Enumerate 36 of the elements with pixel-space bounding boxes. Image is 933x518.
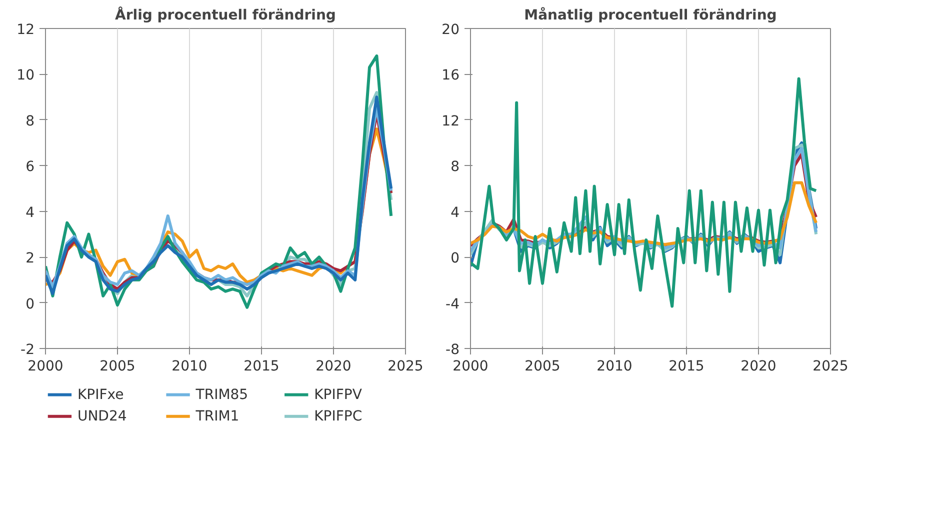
x-tick-label: 2010 bbox=[596, 358, 632, 374]
legend-label: TRIM1 bbox=[194, 408, 240, 424]
y-tick-label: 2 bbox=[26, 250, 35, 267]
x-tick-label: 2000 bbox=[452, 358, 488, 374]
x-tick-label: 2020 bbox=[316, 358, 352, 374]
x-tick-label: 2015 bbox=[244, 358, 280, 374]
y-tick-label: 20 bbox=[442, 22, 460, 38]
y-tick-label: 4 bbox=[26, 204, 35, 221]
y-tick-label: 10 bbox=[16, 68, 35, 84]
legend-label: KPIFPC bbox=[314, 408, 362, 424]
legend-label: KPIFPV bbox=[314, 386, 362, 403]
y-tick-label: 6 bbox=[26, 159, 35, 176]
y-tick-label: -2 bbox=[20, 342, 35, 358]
x-tick-label: 2025 bbox=[388, 358, 424, 374]
y-tick-label: 8 bbox=[26, 113, 35, 130]
y-tick-label: 12 bbox=[16, 22, 35, 38]
x-tick-label: 2000 bbox=[28, 358, 64, 374]
y-tick-label: -8 bbox=[446, 342, 460, 358]
chart-title: Årlig procentuell förändring bbox=[115, 6, 336, 24]
y-tick-label: 8 bbox=[450, 159, 460, 176]
y-tick-label: 0 bbox=[26, 296, 35, 312]
legend-label: KPIFxe bbox=[77, 386, 124, 403]
y-tick-label: -4 bbox=[446, 296, 460, 312]
x-tick-label: 2015 bbox=[668, 358, 704, 374]
y-tick-label: 12 bbox=[442, 113, 460, 130]
x-tick-label: 2010 bbox=[172, 358, 208, 374]
x-tick-label: 2025 bbox=[812, 358, 848, 374]
x-tick-label: 2005 bbox=[100, 358, 136, 374]
chart-title: Månatlig procentuell förändring bbox=[524, 6, 777, 24]
x-tick-label: 2005 bbox=[524, 358, 560, 374]
legend-label: UND24 bbox=[77, 408, 127, 424]
y-tick-label: 0 bbox=[450, 250, 460, 267]
y-tick-label: 16 bbox=[442, 68, 460, 84]
y-tick-label: 4 bbox=[450, 204, 460, 221]
x-tick-label: 2020 bbox=[740, 358, 776, 374]
legend-label: TRIM85 bbox=[194, 386, 248, 403]
